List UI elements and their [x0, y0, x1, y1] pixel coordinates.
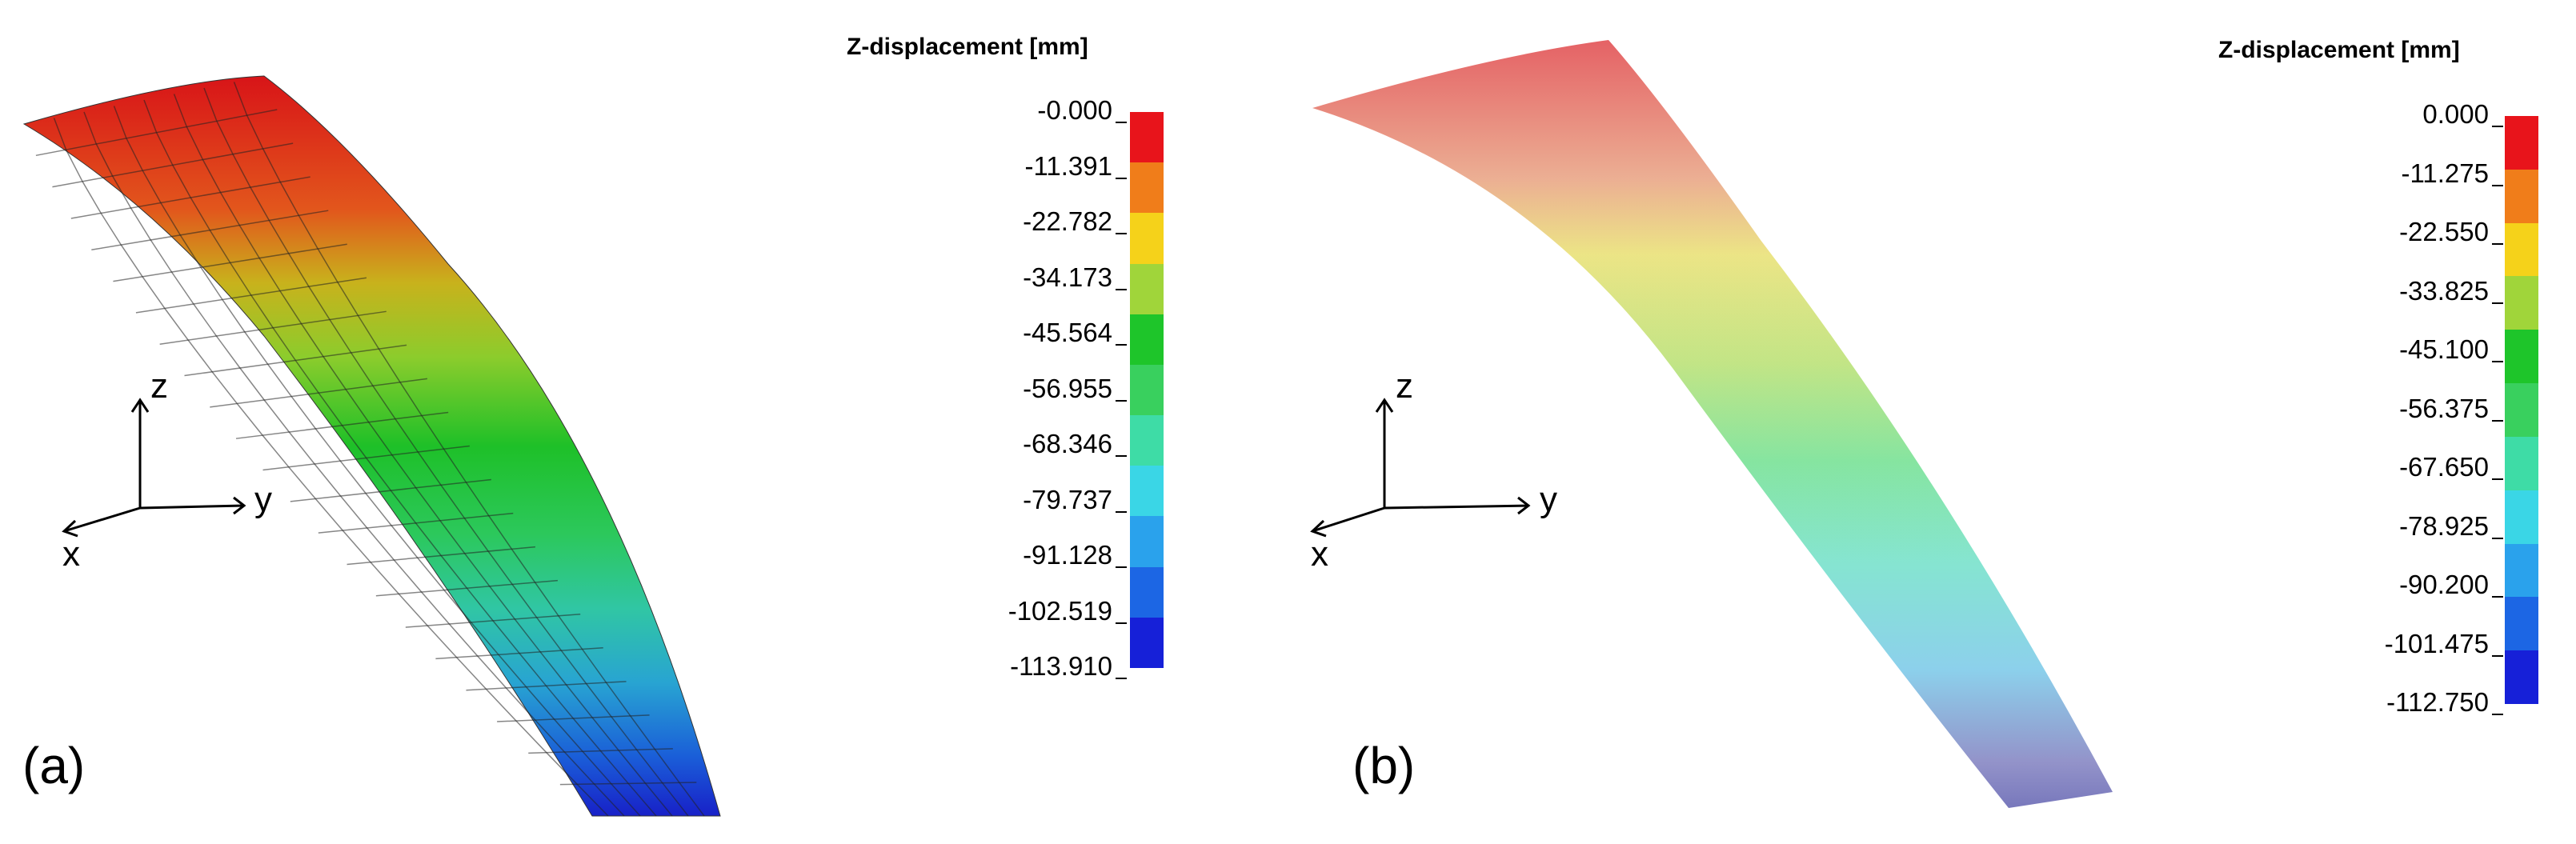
legend-tick-mark: [1116, 288, 1127, 290]
legend-title-a: Z-displacement [mm]: [847, 34, 1088, 60]
y-axis-label: y: [1540, 480, 1557, 519]
legend-tick-label: -113.910: [1010, 651, 1112, 681]
legend-tick-label: -68.346: [1023, 429, 1112, 458]
legend-tick-mark: [2492, 184, 2503, 186]
legend-tick-mark: [2492, 302, 2503, 304]
coordinate-triad-b: [1310, 398, 1531, 538]
legend-tick-mark: [1116, 622, 1127, 624]
panel-b-wire-mesh: z y x (b) Z-displacement [mm] 0.000 -11.2…: [1288, 0, 2576, 844]
mesh-grid-a: [35, 82, 705, 817]
legend-swatch: [1130, 112, 1164, 163]
legend-tick-label: -101.475: [2384, 628, 2489, 658]
panel-a-solid-mesh: z y x (a) Z-displacement [mm] -0.000 -11.…: [22, 34, 1164, 817]
lattice-texture-b: [1312, 40, 2113, 808]
legend-swatch: [1130, 617, 1164, 669]
mesh-line: [173, 94, 673, 817]
legend-swatch: [2505, 383, 2538, 438]
legend-swatch: [1130, 364, 1164, 416]
legend-title-b: Z-displacement [mm]: [2218, 37, 2460, 63]
legend-swatch: [1130, 213, 1164, 265]
legend-tick-mark: [2492, 478, 2503, 480]
lattice-surface-b: [1312, 40, 2113, 808]
legend-tick-label: -102.519: [1008, 595, 1112, 626]
legend-swatch: [1130, 415, 1164, 466]
legend-tick-label: -79.737: [1023, 484, 1112, 514]
legend-tick-label: -22.550: [2399, 217, 2489, 246]
legend-tick-mark: [1116, 122, 1127, 123]
legend-tick-mark: [2492, 654, 2503, 657]
legend-tick-label: -22.782: [1023, 206, 1112, 236]
legend-swatch: [1130, 566, 1164, 618]
mesh-line: [53, 118, 609, 817]
legend-tick-mark: [1116, 177, 1127, 179]
legend-tick-label: -78.925: [2399, 510, 2489, 541]
z-axis-label: z: [150, 366, 168, 406]
legend-tick-label: -90.200: [2399, 570, 2489, 599]
legend-tick-label: -67.650: [2399, 452, 2489, 482]
legend-swatch: [2505, 650, 2538, 705]
legend-tick-mark: [1116, 233, 1127, 234]
legend-tick-mark: [2492, 361, 2503, 362]
legend-swatch: [1130, 314, 1164, 366]
legend-tick-mark: [2492, 596, 2503, 598]
deformed-lattice-plot-b: [1310, 40, 2113, 808]
mesh-line: [233, 82, 705, 817]
legend-tick-mark: [1116, 399, 1127, 402]
legend-tick-mark: [1116, 344, 1127, 346]
mesh-line: [143, 99, 657, 817]
legend-swatch: [1130, 516, 1164, 568]
deformed-shell-plot-a: [22, 75, 721, 817]
z-axis-label: z: [1396, 366, 1413, 406]
legend-swatch: [2505, 330, 2538, 384]
legend-swatch: [2505, 543, 2538, 598]
legend-tick-label: -56.375: [2399, 393, 2489, 423]
legend-swatch: [1130, 466, 1164, 517]
legend-tick-label: -56.955: [1023, 373, 1112, 403]
panel-label-b: (b): [1352, 737, 1416, 794]
legend-tick-label: -34.173: [1023, 262, 1112, 292]
legend-tick-mark: [2492, 126, 2503, 127]
mesh-line: [203, 87, 689, 817]
legend-tick-mark: [1116, 455, 1127, 457]
legend-tick-label: -0.000: [1037, 95, 1112, 125]
legend-swatch: [1130, 162, 1164, 214]
legend-swatch: [2505, 169, 2538, 224]
legend-tick-label: 0.000: [2422, 99, 2489, 129]
legend-tick-label: -45.100: [2399, 334, 2489, 364]
y-axis-label: y: [254, 480, 272, 519]
mesh-line: [113, 106, 641, 817]
legend-tick-mark: [2492, 243, 2503, 245]
legend-tick-label: -11.391: [1024, 150, 1112, 181]
legend-swatch: [2505, 436, 2538, 491]
x-axis-label: x: [62, 534, 80, 574]
legend-tick-label: -112.750: [2386, 687, 2489, 717]
legend-tick-label: -33.825: [2399, 275, 2489, 306]
legend-swatch: [2505, 222, 2538, 277]
legend-tick-label: -45.564: [1023, 318, 1112, 347]
coordinate-triad-a: [62, 398, 246, 538]
legend-tick-mark: [2492, 714, 2503, 715]
legend-tick-label: -91.128: [1023, 540, 1112, 570]
legend-tick-mark: [1116, 510, 1127, 513]
shell-surface-a: [22, 75, 721, 817]
x-axis-label: x: [1311, 534, 1328, 574]
legend-swatch: [2505, 597, 2538, 651]
legend-tick-mark: [2492, 419, 2503, 422]
legend-swatch: [2505, 490, 2538, 545]
legend-tick-mark: [2492, 537, 2503, 539]
mesh-line: [83, 111, 625, 817]
legend-tick-mark: [1116, 678, 1127, 679]
legend-swatch: [2505, 276, 2538, 330]
legend-swatch: [1130, 263, 1164, 315]
legend-tick-mark: [1116, 566, 1127, 568]
legend-swatch: [2505, 116, 2538, 170]
legend-tick-label: -11.275: [2401, 158, 2489, 188]
panel-label-a: (a): [22, 737, 86, 794]
